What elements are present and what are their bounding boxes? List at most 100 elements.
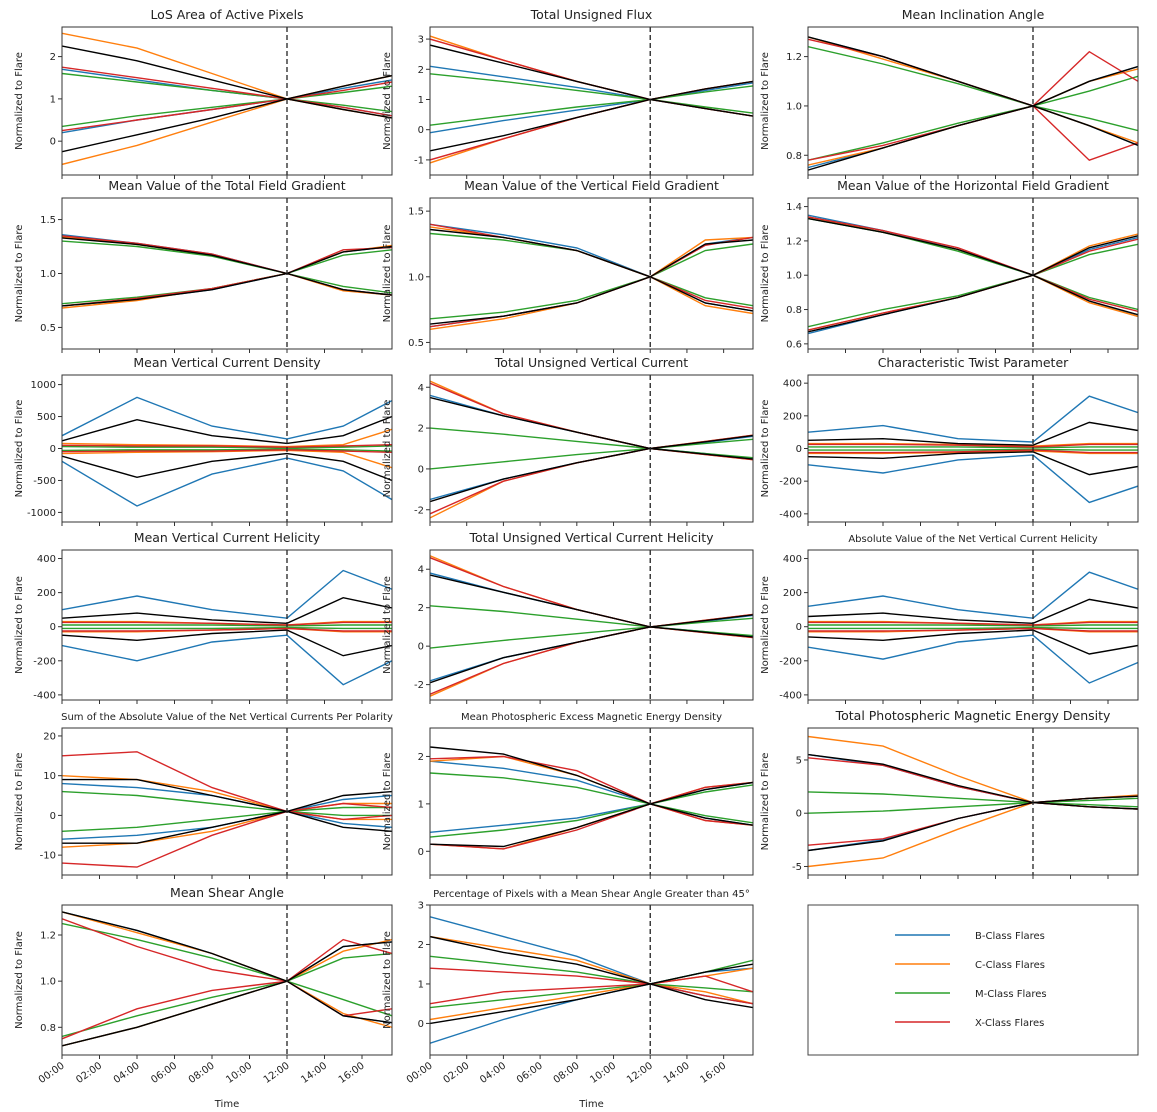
y-tick-label: 0 <box>418 125 424 136</box>
series-line <box>808 75 1138 161</box>
x-tick-label: 16:00 <box>337 1060 367 1086</box>
y-tick-label: 10 <box>43 771 56 782</box>
y-tick-label: -5 <box>792 862 802 873</box>
lines <box>62 32 392 166</box>
series-line <box>430 572 753 638</box>
series-line <box>62 81 392 132</box>
y-tick-label: 4 <box>418 565 424 576</box>
subplot: Mean Vertical Current Helicity Normalized… <box>14 530 393 704</box>
lines <box>808 735 1138 868</box>
x-axis-label: Time <box>578 1099 603 1110</box>
subplot: Mean Vertical Current Density Normalized … <box>14 355 393 526</box>
y-tick-label: 2 <box>418 603 424 614</box>
y-axis-label: Normalized to Flare <box>760 400 771 498</box>
series-line <box>62 415 392 445</box>
y-tick-label: 20 <box>43 731 56 742</box>
axes-frame <box>429 374 754 523</box>
y-tick-label: 1.0 <box>786 271 802 282</box>
series-line <box>62 751 392 813</box>
series-line <box>62 569 392 619</box>
y-tick-label: 1000 <box>31 380 56 391</box>
y-tick-label: 0.8 <box>40 1023 56 1034</box>
series-line <box>62 634 392 686</box>
x-tick-label: 02:00 <box>74 1060 104 1086</box>
series-line <box>430 614 753 682</box>
y-tick-label: 2 <box>50 52 56 63</box>
y-tick-label: -2 <box>414 505 424 516</box>
lines <box>808 571 1138 684</box>
y-axis-label: Normalized to Flare <box>382 52 393 150</box>
series-line <box>430 228 753 312</box>
series-line <box>430 614 753 684</box>
axes-frame <box>807 727 1139 876</box>
y-tick-label: 3 <box>418 35 424 46</box>
y-tick-label: 200 <box>37 588 56 599</box>
y-tick-label: 1.0 <box>40 269 56 280</box>
y-tick-label: 0 <box>50 811 56 822</box>
series-line <box>808 797 1138 814</box>
y-axis-label: Normalized to Flare <box>14 225 25 323</box>
subplot-title: Mean Value of the Vertical Field Gradien… <box>464 178 719 193</box>
y-tick-label: 1.4 <box>786 202 802 213</box>
y-tick-label: 1.0 <box>408 272 424 283</box>
lines <box>430 916 753 1044</box>
series-line <box>430 382 753 461</box>
y-tick-label: 500 <box>37 412 56 423</box>
y-tick-label: 200 <box>783 588 802 599</box>
y-tick-label: -200 <box>33 656 56 667</box>
y-tick-label: 0.8 <box>786 305 802 316</box>
series-line <box>430 605 753 637</box>
y-tick-label: 1.5 <box>40 215 56 226</box>
series-line <box>430 772 753 824</box>
y-tick-label: 1.0 <box>40 977 56 988</box>
series-line <box>62 624 392 627</box>
y-axis-label: Normalized to Flare <box>382 931 393 1029</box>
y-axis-label: Normalized to Flare <box>760 576 771 674</box>
y-tick-label: 0 <box>796 809 802 820</box>
series-line <box>62 938 392 1047</box>
series-line <box>808 791 1138 808</box>
y-tick-label: 0.5 <box>408 338 424 349</box>
subplot: Mean Value of the Vertical Field Gradien… <box>382 178 754 353</box>
series-line <box>62 72 392 113</box>
y-tick-label: 1 <box>418 799 424 810</box>
subplot-title: Mean Value of the Horizontal Field Gradi… <box>837 178 1109 193</box>
series-line <box>430 239 753 325</box>
subplot-title: Mean Photospheric Excess Magnetic Energy… <box>461 712 722 723</box>
series-line <box>430 427 753 459</box>
x-tick-label: 10:00 <box>588 1060 618 1086</box>
series-line <box>62 922 392 1017</box>
y-tick-label: 0.8 <box>786 151 802 162</box>
axes-frame <box>429 549 754 701</box>
subplot-title: Mean Shear Angle <box>170 885 284 900</box>
series-line <box>430 781 753 850</box>
lines <box>62 396 392 507</box>
axes-frame <box>61 904 393 1056</box>
legend-label: C-Class Flares <box>975 960 1045 971</box>
subplot: Mean Inclination Angle Normalized to Flar… <box>760 7 1139 179</box>
series-line <box>808 65 1138 171</box>
y-tick-label: -2 <box>414 680 424 691</box>
x-tick-label: 00:00 <box>37 1060 67 1086</box>
y-tick-label: 0 <box>50 622 56 633</box>
axes-frame <box>429 727 754 876</box>
lines <box>62 911 392 1047</box>
series-line <box>808 598 1138 625</box>
axes-frame <box>61 374 393 523</box>
y-tick-label: 0.6 <box>786 339 802 350</box>
series-line <box>808 216 1138 312</box>
y-tick-label: 1.2 <box>786 52 802 63</box>
series-line <box>62 790 392 813</box>
y-tick-label: -400 <box>779 509 802 520</box>
series-line <box>62 629 392 657</box>
series-line <box>808 395 1138 443</box>
x-tick-label: 12:00 <box>262 1060 292 1086</box>
axes-frame <box>807 549 1139 701</box>
series-line <box>808 449 1138 454</box>
subplot-title: LoS Area of Active Pixels <box>150 7 303 22</box>
series-line <box>430 435 753 501</box>
series-line <box>430 983 753 1021</box>
lines <box>62 569 392 686</box>
legend: B-Class Flares C-Class Flares M-Class Flar… <box>807 904 1139 1056</box>
